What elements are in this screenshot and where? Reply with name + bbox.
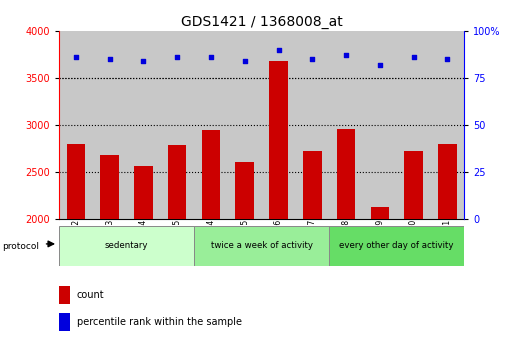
Point (274, 47, 283, 53)
Bar (295, 31, 329, 219)
Bar (59, 226, 194, 266)
Bar (67, 144, 85, 345)
Bar (228, 31, 262, 219)
Bar (430, 31, 464, 219)
Title: GDS1421 / 1368008_at: GDS1421 / 1368008_at (181, 14, 343, 29)
Point (207, 55, 215, 60)
Point (308, 57, 317, 62)
Bar (160, 31, 194, 219)
Bar (262, 31, 295, 219)
Text: percentile rank within the sample: percentile rank within the sample (77, 317, 242, 327)
Bar (168, 145, 187, 345)
Point (241, 58, 249, 64)
Bar (134, 166, 153, 345)
Bar (329, 31, 363, 219)
Bar (370, 207, 389, 345)
Bar (59, 31, 93, 219)
Point (72, 55, 80, 60)
Bar (438, 144, 457, 345)
Bar (303, 151, 322, 345)
Bar (194, 226, 329, 266)
Point (173, 55, 181, 60)
Text: count: count (77, 290, 105, 299)
Bar (337, 129, 356, 345)
Point (409, 55, 418, 60)
Bar (269, 61, 288, 345)
Point (106, 57, 114, 62)
Text: protocol: protocol (3, 242, 40, 251)
Bar (235, 162, 254, 345)
Bar (404, 151, 423, 345)
Bar (363, 31, 397, 219)
Point (342, 53, 350, 58)
Text: sedentary: sedentary (105, 241, 148, 250)
Point (376, 62, 384, 68)
Text: every other day of activity: every other day of activity (340, 241, 454, 250)
Point (140, 58, 148, 64)
Bar (329, 226, 464, 266)
Text: twice a week of activity: twice a week of activity (211, 241, 312, 250)
Bar (101, 155, 119, 345)
Bar (194, 31, 228, 219)
Bar (93, 31, 127, 219)
Point (443, 57, 451, 62)
Bar (202, 130, 220, 345)
Bar (397, 31, 430, 219)
Bar (127, 31, 160, 219)
